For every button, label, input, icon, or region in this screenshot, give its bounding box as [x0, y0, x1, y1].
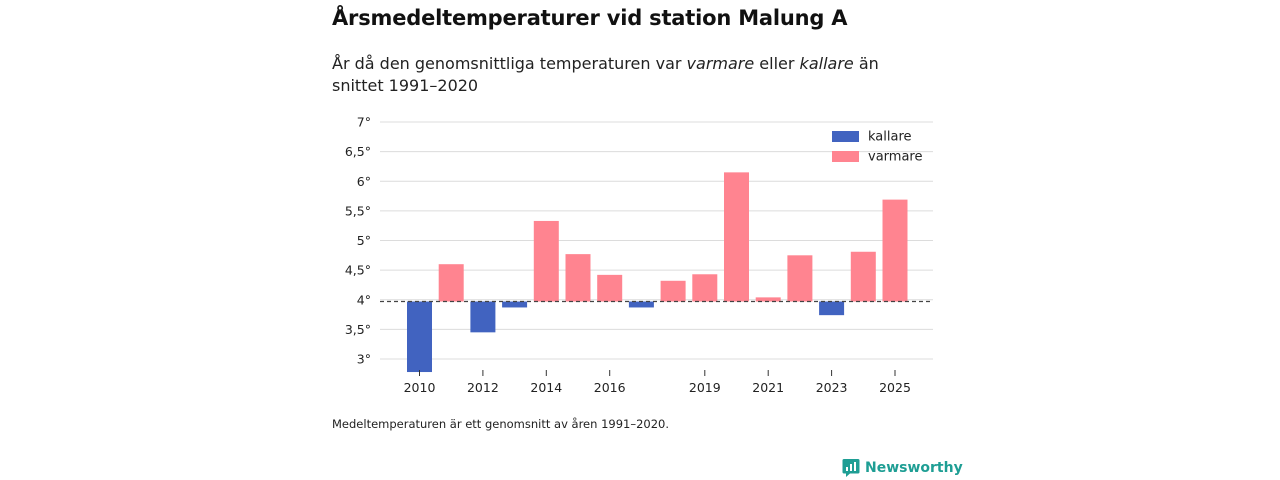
- x-tick-label: 2014: [530, 380, 562, 395]
- bar-warmer-2025: [882, 199, 908, 302]
- y-tick-label: 5°: [357, 233, 371, 248]
- legend-swatch-colder: [832, 131, 859, 142]
- bar-colder-2013: [502, 301, 528, 308]
- x-tick-label: 2010: [404, 380, 436, 395]
- chart-title: Årsmedeltemperaturer vid station Malung …: [332, 6, 848, 30]
- bar-colder-2012: [470, 301, 496, 333]
- x-tick-label: 2021: [752, 380, 784, 395]
- bar-warmer-2019: [692, 274, 718, 302]
- x-tick-label: 2023: [816, 380, 848, 395]
- bar-colder-2017: [628, 301, 654, 308]
- y-tick-label: 6°: [357, 174, 371, 189]
- brand-logo: Newsworthy: [842, 458, 963, 478]
- legend-swatch-warmer: [832, 151, 859, 162]
- x-tick-label: 2025: [879, 380, 911, 395]
- y-tick-label: 3,5°: [345, 322, 371, 337]
- bar-warmer-2016: [597, 274, 623, 302]
- bar-colder-2010: [407, 301, 432, 373]
- x-tick-label: 2016: [594, 380, 626, 395]
- bar-warmer-2020: [724, 172, 749, 302]
- subtitle-warmer-word: varmare: [686, 54, 755, 73]
- chart-subtitle: År då den genomsnittliga temperaturen va…: [332, 53, 932, 97]
- y-tick-label: 7°: [357, 115, 371, 130]
- subtitle-part3: än snittet 1991–2020: [332, 54, 879, 95]
- bar-warmer-2021: [755, 297, 781, 302]
- bar-warmer-2011: [438, 264, 464, 302]
- bar-warmer-2015: [565, 254, 591, 302]
- y-tick-label: 4,5°: [345, 263, 371, 278]
- brand-name: Newsworthy: [865, 460, 963, 476]
- x-tick-label: 2019: [689, 380, 721, 395]
- y-tick-label: 5,5°: [345, 203, 371, 218]
- newsworthy-logo-icon: [842, 459, 860, 477]
- legend-label-warmer: varmare: [868, 150, 922, 165]
- x-tick-label: 2012: [467, 380, 499, 395]
- legend-label-colder: kallare: [868, 130, 912, 145]
- bar-warmer-2018: [660, 280, 686, 302]
- bar-warmer-2022: [787, 255, 813, 302]
- y-tick-label: 6,5°: [345, 144, 371, 159]
- bar-colder-2023: [819, 301, 845, 316]
- bar-warmer-2014: [533, 220, 559, 302]
- footnote: Medeltemperaturen är ett genomsnitt av å…: [332, 417, 670, 431]
- y-tick-label: 4°: [357, 292, 371, 307]
- subtitle-colder-word: kallare: [799, 54, 854, 73]
- subtitle-part1: År då den genomsnittliga temperaturen va…: [332, 54, 687, 73]
- subtitle-part2: eller: [754, 54, 800, 73]
- y-tick-label: 3°: [357, 352, 371, 367]
- bar-warmer-2024: [850, 251, 876, 302]
